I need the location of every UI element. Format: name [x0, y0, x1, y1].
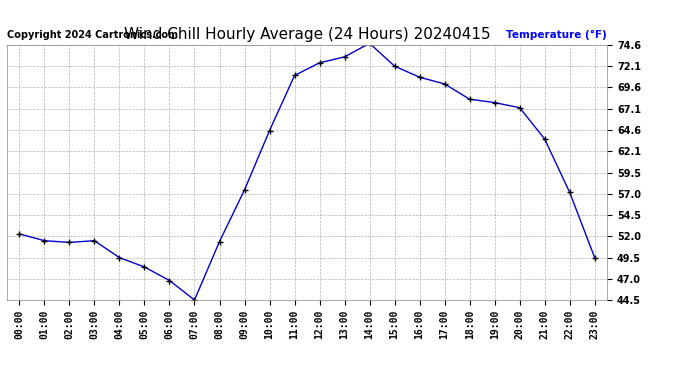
- Text: Temperature (°F): Temperature (°F): [506, 30, 607, 40]
- Text: Copyright 2024 Cartronics.com: Copyright 2024 Cartronics.com: [7, 30, 178, 40]
- Title: Wind Chill Hourly Average (24 Hours) 20240415: Wind Chill Hourly Average (24 Hours) 202…: [124, 27, 491, 42]
